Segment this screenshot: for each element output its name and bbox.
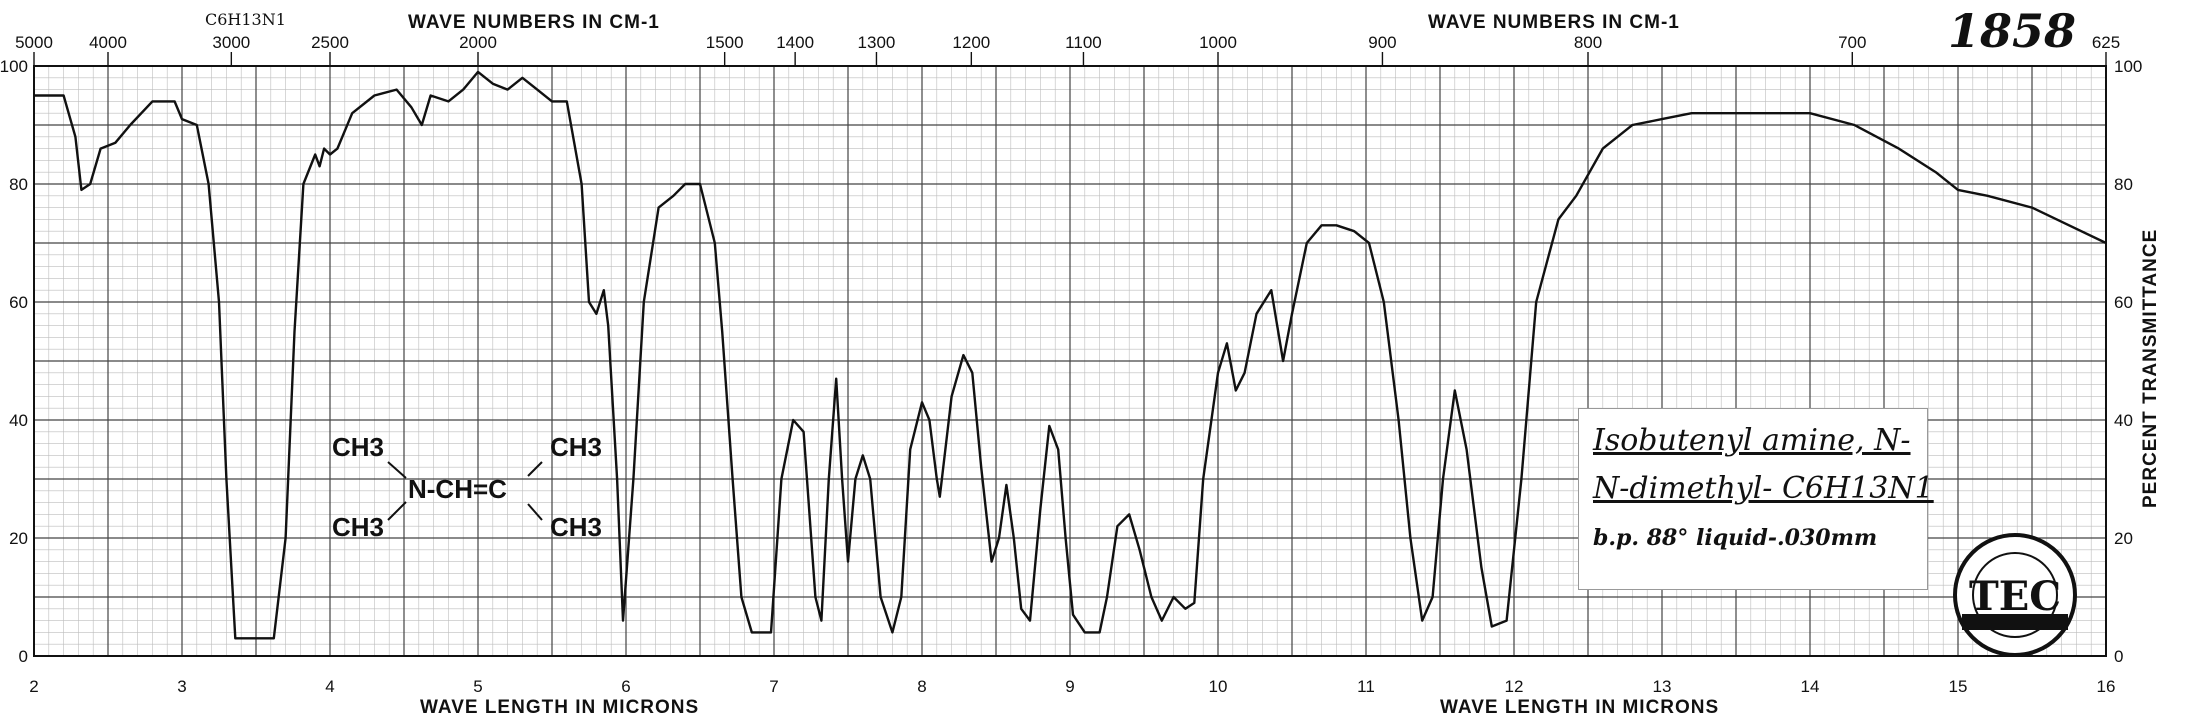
top-tick-label: 625 bbox=[2092, 33, 2120, 52]
x-tick-label: 9 bbox=[1065, 677, 1074, 696]
chemical-structure: CH3 CH3 N-CH=C CH3 CH3 bbox=[330, 432, 630, 562]
structure-ch3-bottom-left: CH3 bbox=[332, 512, 384, 542]
top-tick-label: 3000 bbox=[212, 33, 250, 52]
seal-graphic: TEC bbox=[1953, 533, 2077, 657]
x-tick-label: 12 bbox=[1505, 677, 1524, 696]
top-tick-label: 5000 bbox=[15, 33, 53, 52]
formula-top-label: C6H13N1 bbox=[205, 10, 286, 29]
top-tick-label: 800 bbox=[1574, 33, 1602, 52]
top-tick-label: 1400 bbox=[776, 33, 814, 52]
y-tick-label-left: 80 bbox=[9, 175, 28, 194]
compound-label-box: Isobutenyl amine, N- N-dimethyl- C6H13N1… bbox=[1578, 408, 1934, 590]
top-tick-label: 2500 bbox=[311, 33, 349, 52]
y-tick-label-left: 100 bbox=[0, 57, 28, 76]
y-axis-ticks-left: 0 20 40 60 80 100 bbox=[0, 57, 28, 666]
y-tick-label-right: 40 bbox=[2114, 411, 2133, 430]
structure-bond bbox=[527, 461, 543, 477]
x-tick-label: 14 bbox=[1801, 677, 1820, 696]
structure-bond bbox=[527, 503, 543, 521]
compound-name-line1: Isobutenyl amine, N- bbox=[1593, 423, 1911, 458]
structure-ch3-top-right: CH3 bbox=[550, 432, 602, 462]
x-tick-label: 4 bbox=[325, 677, 334, 696]
x-axis-ticks: 2 3 4 5 6 7 8 9 10 11 12 13 14 15 16 bbox=[29, 677, 2115, 696]
x-tick-label: 15 bbox=[1949, 677, 1968, 696]
y-tick-label-right: 100 bbox=[2114, 57, 2142, 76]
x-tick-label: 7 bbox=[769, 677, 778, 696]
x-axis-title-repeat: WAVE LENGTH IN MICRONS bbox=[1440, 697, 1719, 718]
top-tick-label: 1200 bbox=[952, 33, 990, 52]
top-tick-label: 1100 bbox=[1065, 33, 1102, 52]
x-tick-label: 8 bbox=[917, 677, 926, 696]
x-tick-label: 5 bbox=[473, 677, 482, 696]
top-tick-label: 2000 bbox=[459, 33, 497, 52]
y-tick-label-right: 80 bbox=[2114, 175, 2133, 194]
top-axis-title: WAVE NUMBERS IN CM-1 bbox=[408, 12, 660, 33]
top-tick-label: 1000 bbox=[1199, 33, 1237, 52]
top-tick-label: 1500 bbox=[706, 33, 744, 52]
y-tick-label-left: 0 bbox=[19, 647, 28, 666]
structure-bond bbox=[387, 501, 407, 521]
x-tick-label: 13 bbox=[1653, 677, 1672, 696]
y-tick-label-left: 20 bbox=[9, 529, 28, 548]
top-axis-ticks: 5000 4000 3000 2500 2000 1500 1400 1300 1200 1100… bbox=[15, 33, 2120, 66]
spectrum-series-line bbox=[34, 70, 2107, 640]
y-tick-label-right: 60 bbox=[2114, 293, 2133, 312]
top-tick-label: 900 bbox=[1368, 33, 1396, 52]
x-tick-label: 2 bbox=[29, 677, 38, 696]
company-seal-logo: TEC bbox=[1950, 530, 2080, 665]
x-axis-title: WAVE LENGTH IN MICRONS bbox=[420, 697, 699, 718]
structure-ch3-top-left: CH3 bbox=[332, 432, 384, 462]
x-tick-label: 3 bbox=[177, 677, 186, 696]
y-axis-title: PERCENT TRANSMITTANCE bbox=[2140, 229, 2161, 508]
y-tick-label-left: 60 bbox=[9, 293, 28, 312]
y-tick-label-left: 40 bbox=[9, 411, 28, 430]
top-tick-label: 700 bbox=[1838, 33, 1866, 52]
y-tick-label-right: 0 bbox=[2114, 647, 2123, 666]
x-tick-label: 16 bbox=[2097, 677, 2116, 696]
y-tick-label-right: 20 bbox=[2114, 529, 2133, 548]
svg-text:TEC: TEC bbox=[1969, 573, 2061, 620]
structure-ch3-bottom-right: CH3 bbox=[550, 512, 602, 542]
top-tick-label: 1300 bbox=[858, 33, 896, 52]
top-tick-label: 4000 bbox=[89, 33, 127, 52]
plot-frame bbox=[33, 65, 2107, 657]
structure-center: N-CH=C bbox=[408, 474, 507, 504]
x-tick-label: 10 bbox=[1209, 677, 1228, 696]
catalog-number: 1858 bbox=[1948, 4, 2077, 58]
y-axis-ticks-right: 0 20 40 60 80 100 bbox=[2114, 57, 2142, 666]
x-tick-label: 6 bbox=[621, 677, 630, 696]
compound-name-line2: N-dimethyl- C6H13N1 bbox=[1593, 471, 1934, 506]
structure-drawing: CH3 CH3 N-CH=C CH3 CH3 bbox=[332, 432, 602, 542]
x-tick-label: 11 bbox=[1357, 677, 1375, 696]
structure-bond bbox=[387, 461, 407, 479]
compound-conditions: b.p. 88° liquid-.030mm bbox=[1593, 525, 1878, 551]
top-axis-title-repeat: WAVE NUMBERS IN CM-1 bbox=[1428, 12, 1680, 33]
